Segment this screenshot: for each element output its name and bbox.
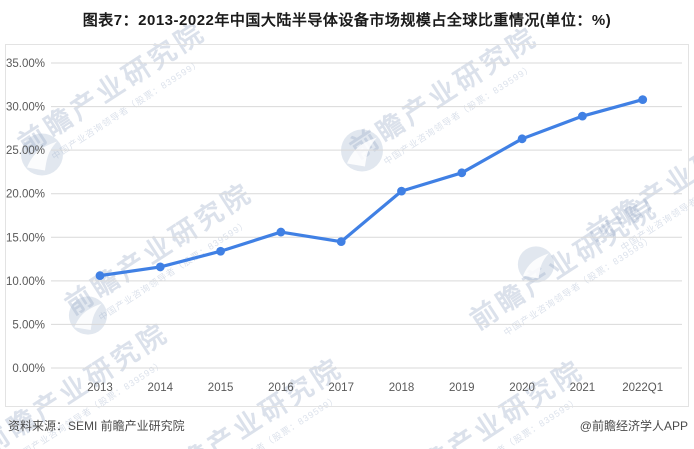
x-tick-label: 2017 (328, 382, 354, 394)
data-point (95, 271, 105, 281)
data-point (216, 246, 226, 256)
x-tick-label: 2014 (148, 382, 174, 394)
source-note: 资料来源：SEMI 前瞻产业研究院 (8, 419, 185, 433)
data-point (336, 237, 346, 247)
x-tick-label: 2013 (87, 382, 113, 394)
y-tick-label: 30.00% (6, 102, 45, 114)
footer: 资料来源：SEMI 前瞻产业研究院 @前瞻经济学人APP (0, 417, 694, 434)
x-tick-label: 2016 (268, 382, 294, 394)
plot-area: 0.00% 5.00% 10.00% 15.00% 20.00% 25.00% 30.00%… (5, 44, 689, 407)
data-point (578, 111, 587, 121)
credit-note: @前瞻经济学人APP (579, 419, 688, 433)
x-tick-label: 2015 (208, 382, 234, 394)
y-tick-label: 0.00% (12, 363, 45, 375)
x-tick-label: 2018 (389, 382, 415, 394)
data-point (276, 227, 286, 237)
data-point (155, 262, 165, 272)
y-tick-label: 15.00% (6, 232, 45, 244)
x-tick-label: 2021 (570, 382, 596, 394)
data-point (517, 134, 527, 144)
data-point (397, 186, 406, 196)
x-tick-label: 2019 (449, 382, 475, 394)
y-tick-label: 25.00% (6, 145, 45, 157)
data-point (457, 168, 467, 178)
x-tick-label: 2020 (509, 382, 535, 394)
chart-title: 图表7：2013-2022年中国大陆半导体设备市场规模占全球比重情况(单位：%) (82, 12, 612, 29)
data-point (638, 95, 648, 104)
y-tick-label: 5.00% (12, 319, 45, 331)
line-chart: 0.00% 5.00% 10.00% 15.00% 20.00% 25.00% 30.00%… (6, 58, 682, 394)
y-tick-label: 10.00% (6, 276, 45, 288)
x-tick-label: 2022Q1 (622, 382, 663, 394)
series-line (98, 97, 645, 278)
y-tick-label: 20.00% (6, 189, 45, 201)
y-tick-label: 35.00% (6, 58, 45, 70)
